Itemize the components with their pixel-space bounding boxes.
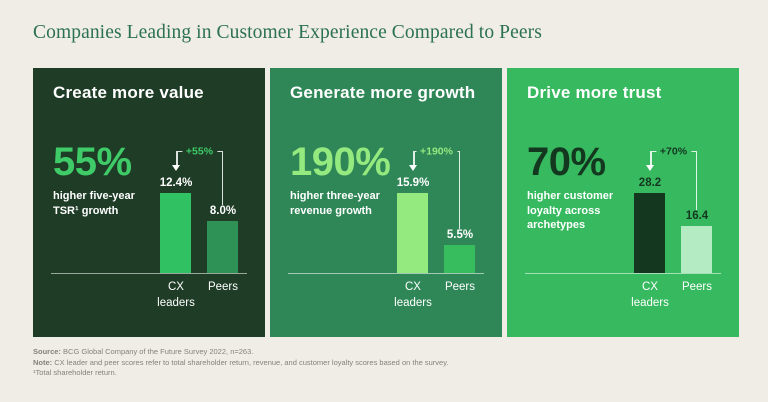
bar-peers: [207, 221, 238, 273]
x-axis-label: CX leaders: [394, 281, 432, 309]
down-arrow-icon: [172, 165, 181, 171]
figure-footer: Source: BCG Global Company of the Future…: [33, 347, 733, 379]
bar-peers: [444, 245, 475, 273]
difference-label: +190%: [416, 145, 457, 158]
x-axis-label: Peers: [444, 281, 476, 293]
down-arrow-icon: [646, 165, 655, 171]
bar-chart: +70% 28.2 16.4 CX leaders Peers: [525, 132, 721, 309]
bar-value-label: 8.0%: [209, 205, 237, 217]
difference-bracket: +190%: [409, 145, 460, 229]
note-text: CX leader and peer scores refer to total…: [52, 357, 449, 367]
source-label: Source:: [33, 347, 61, 356]
stat-caption: higher three-year revenue growth: [290, 190, 380, 217]
bracket-line: [650, 152, 652, 165]
bar-value-label: 5.5%: [446, 229, 474, 241]
stat-caption: higher customer loyalty across archetype…: [527, 190, 614, 232]
panel-title: Create more value: [53, 83, 204, 102]
panel-drive-more-trust: Drive more trust 70% higher customer loy…: [507, 68, 739, 337]
bar-chart: +55% 12.4% 8.0% CX leaders Peers: [51, 132, 247, 309]
source-text: BCG Global Company of the Future Survey …: [60, 347, 254, 356]
bar-cx-leaders: [634, 193, 665, 273]
x-axis-label: CX leaders: [631, 281, 669, 309]
difference-bracket: +55%: [172, 145, 223, 205]
footnote-line: ¹Total shareholder return.: [33, 368, 117, 378]
bar-cx-leaders: [397, 193, 428, 273]
panel-generate-more-growth: Generate more growth 190% higher three-y…: [270, 68, 502, 337]
stat-value: 55%: [53, 140, 132, 184]
bar-value-label: 28.2: [638, 177, 662, 189]
bracket-line: [176, 152, 178, 165]
panel-title: Generate more growth: [290, 83, 476, 102]
figure-title: Companies Leading in Customer Experience…: [33, 22, 542, 43]
bracket-line: [695, 152, 697, 210]
bracket-line: [221, 152, 223, 205]
headline-stat: 55% higher five-year TSR¹ growth: [53, 142, 189, 218]
down-arrow-icon: [409, 165, 418, 171]
source-line: Source: BCG Global Company of the Future…: [33, 347, 733, 358]
stat-caption: higher five-year TSR¹ growth: [53, 190, 135, 217]
stat-value: 190%: [290, 140, 391, 184]
difference-label: +55%: [181, 145, 218, 158]
difference-bracket: +70%: [646, 145, 697, 210]
bar-value-label: 12.4%: [159, 177, 193, 189]
x-axis-label: Peers: [207, 281, 239, 293]
bar-cx-leaders: [160, 193, 191, 273]
x-axis-label: CX leaders: [157, 281, 195, 309]
bar-value-label: 16.4: [685, 210, 709, 222]
headline-stat: 70% higher customer loyalty across arche…: [527, 142, 663, 233]
bar-chart: +190% 15.9% 5.5% CX leaders Peers: [288, 132, 484, 309]
note-line: Note: CX leader and peer scores refer to…: [33, 358, 733, 369]
bracket-line: [413, 152, 415, 165]
panel-create-more-value: Create more value 55% higher five-year T…: [33, 68, 265, 337]
bar-value-label: 15.9%: [396, 177, 430, 189]
headline-stat: 190% higher three-year revenue growth: [290, 142, 426, 218]
panels-row: Create more value 55% higher five-year T…: [33, 68, 739, 337]
stat-value: 70%: [527, 140, 606, 184]
bar-peers: [681, 226, 712, 273]
note-label: Note:: [33, 357, 53, 367]
difference-label: +70%: [655, 145, 692, 158]
bracket-line: [458, 152, 460, 229]
x-axis-label: Peers: [681, 281, 713, 293]
panel-title: Drive more trust: [527, 83, 662, 102]
